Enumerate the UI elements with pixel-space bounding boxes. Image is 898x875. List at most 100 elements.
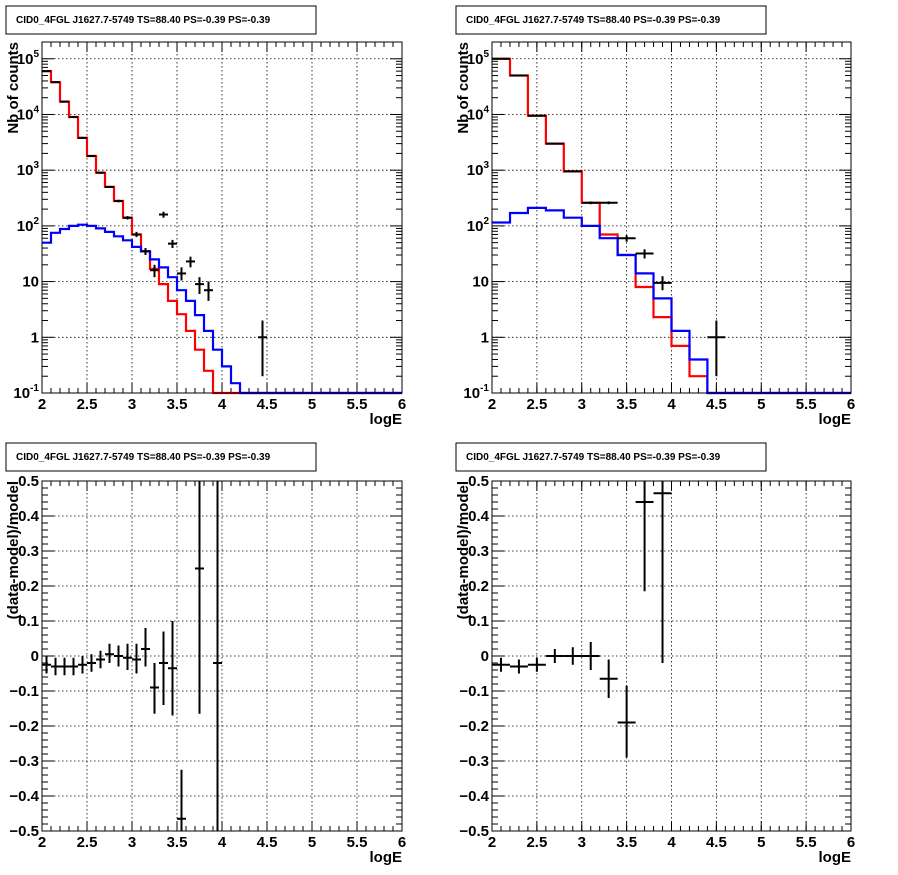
x-tick-label: 3.5 bbox=[167, 396, 188, 413]
y-tick-label: 102 bbox=[17, 216, 40, 235]
panel-4: CID0_4FGL J1627.7-5749 TS=88.40 PS=-0.39… bbox=[455, 442, 855, 866]
data-point bbox=[159, 631, 168, 705]
x-tick-label: 4.5 bbox=[257, 396, 278, 413]
data-point bbox=[707, 320, 726, 377]
y-tick-label: 104 bbox=[17, 104, 40, 123]
data-point bbox=[204, 281, 213, 301]
data-point bbox=[168, 621, 177, 716]
chart-title: CID0_4FGL J1627.7-5749 TS=88.40 PS=-0.39… bbox=[466, 15, 721, 26]
y-tick-label: 0 bbox=[31, 648, 39, 665]
data-point bbox=[78, 656, 87, 674]
x-tick-label: 3.5 bbox=[616, 834, 637, 851]
data-point bbox=[195, 277, 204, 294]
data-point bbox=[177, 267, 186, 281]
data-point bbox=[653, 276, 672, 291]
y-tick-label: 0.1 bbox=[468, 613, 489, 630]
plot-frame bbox=[41, 480, 403, 832]
x-tick-label: 4.5 bbox=[706, 834, 727, 851]
chart-title: CID0_4FGL J1627.7-5749 TS=88.40 PS=-0.39… bbox=[16, 15, 271, 26]
y-axis-label: (data-model)/model bbox=[5, 481, 22, 619]
x-axis-label: logE bbox=[819, 411, 852, 428]
x-tick-label: 4 bbox=[218, 396, 227, 413]
data-point bbox=[599, 659, 618, 698]
y-axis-label: Nb of counts bbox=[5, 42, 22, 134]
data-point bbox=[527, 114, 546, 117]
y-tick-label: 0.4 bbox=[18, 508, 40, 525]
data-point bbox=[114, 645, 123, 667]
x-tick-label: 3 bbox=[128, 834, 136, 851]
data-point bbox=[563, 647, 582, 665]
x-axis-label: logE bbox=[819, 849, 852, 866]
data-point bbox=[168, 239, 177, 249]
data-point bbox=[545, 649, 564, 663]
data-point bbox=[159, 211, 168, 218]
data-point bbox=[123, 643, 132, 670]
data-point bbox=[195, 481, 204, 714]
title-box bbox=[455, 442, 767, 472]
y-tick-label: −0.2 bbox=[9, 718, 39, 735]
data-point bbox=[617, 235, 636, 242]
x-tick-label: 3 bbox=[578, 396, 586, 413]
y-tick-label: 105 bbox=[467, 49, 490, 68]
data-point bbox=[150, 264, 159, 278]
x-tick-label: 5 bbox=[308, 834, 316, 851]
data-point bbox=[78, 136, 87, 139]
model-source-step bbox=[492, 206, 851, 395]
y-tick-label: −0.1 bbox=[9, 683, 39, 700]
y-tick-label: −0.1 bbox=[459, 683, 489, 700]
data-point bbox=[150, 663, 159, 714]
x-axis-label: logE bbox=[370, 411, 403, 428]
y-tick-label: 10 bbox=[472, 274, 489, 291]
data-point bbox=[69, 116, 78, 119]
data-point bbox=[114, 199, 123, 203]
data-point bbox=[563, 170, 582, 173]
data-point bbox=[123, 216, 132, 220]
data-point bbox=[60, 100, 69, 103]
x-tick-label: 5 bbox=[308, 396, 316, 413]
data-point bbox=[132, 231, 141, 238]
y-tick-label: 0.3 bbox=[18, 543, 39, 560]
plot-frame bbox=[491, 41, 852, 394]
y-tick-label: 1 bbox=[481, 329, 489, 346]
data-point bbox=[96, 650, 105, 669]
data-point bbox=[141, 248, 150, 256]
plot-frame bbox=[41, 41, 403, 394]
data-point bbox=[186, 256, 195, 268]
data-point bbox=[51, 657, 60, 676]
y-tick-label: 0.3 bbox=[468, 543, 489, 560]
x-tick-label: 3 bbox=[128, 396, 136, 413]
y-tick-label: 1 bbox=[31, 329, 39, 346]
data-point bbox=[492, 657, 510, 672]
data-point bbox=[105, 185, 114, 188]
data-point bbox=[617, 685, 636, 758]
title-box bbox=[5, 5, 317, 35]
panel-3: CID0_4FGL J1627.7-5749 TS=88.40 PS=-0.39… bbox=[5, 442, 406, 866]
data-point bbox=[599, 201, 618, 205]
data-point bbox=[635, 249, 654, 259]
x-tick-label: 2.5 bbox=[526, 834, 547, 851]
data-point bbox=[69, 657, 78, 676]
y-axis-label: (data-model)/model bbox=[455, 481, 472, 619]
chart-title: CID0_4FGL J1627.7-5749 TS=88.40 PS=-0.39… bbox=[466, 452, 721, 463]
x-tick-label: 4 bbox=[667, 834, 676, 851]
x-tick-label: 5.5 bbox=[347, 834, 368, 851]
x-tick-label: 2.5 bbox=[77, 396, 98, 413]
y-tick-label: −0.4 bbox=[9, 788, 39, 805]
data-point bbox=[51, 81, 60, 84]
x-axis-label: logE bbox=[370, 849, 403, 866]
y-tick-label: 10-1 bbox=[13, 383, 39, 402]
title-box bbox=[455, 5, 767, 35]
model-source-step bbox=[42, 223, 402, 395]
y-tick-label: 0.2 bbox=[18, 578, 39, 595]
y-tick-label: 103 bbox=[467, 160, 490, 179]
data-point bbox=[87, 654, 96, 672]
data-point bbox=[545, 142, 564, 145]
data-point bbox=[258, 320, 267, 377]
x-tick-label: 6 bbox=[847, 834, 855, 851]
x-tick-label: 4 bbox=[667, 396, 676, 413]
data-point bbox=[60, 657, 69, 676]
x-tick-label: 5 bbox=[757, 834, 765, 851]
x-tick-label: 3.5 bbox=[167, 834, 188, 851]
x-tick-label: 4.5 bbox=[706, 396, 727, 413]
